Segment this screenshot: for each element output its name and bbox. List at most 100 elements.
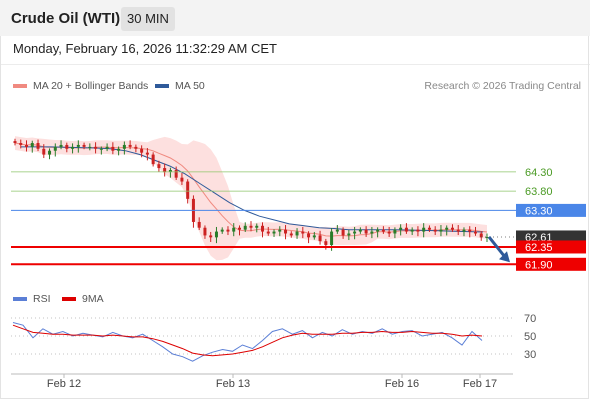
candle-body xyxy=(30,143,34,147)
rsi-line xyxy=(12,322,483,362)
x-tick-label: Feb 12 xyxy=(47,378,81,390)
candle-body xyxy=(42,148,46,155)
level-label-bg-support xyxy=(516,257,586,271)
timestamp: Monday, February 16, 2026 11:32:29 AM CE… xyxy=(13,41,277,56)
candle-body xyxy=(370,231,374,234)
candle-body xyxy=(203,227,207,236)
level-label-bg-pivot xyxy=(516,203,586,217)
candle xyxy=(151,152,155,167)
candle xyxy=(30,140,34,153)
level-label-pivot: 63.30 xyxy=(525,205,553,217)
candle xyxy=(117,146,121,156)
candle-body xyxy=(94,146,98,149)
candle xyxy=(341,227,345,239)
bollinger-band-area xyxy=(15,136,487,261)
ma50-label: MA 50 xyxy=(175,80,205,92)
candle-body xyxy=(220,229,224,232)
interval-badge[interactable]: 30 MIN xyxy=(121,7,175,31)
candle xyxy=(439,225,443,237)
rsi-ma-swatch xyxy=(62,297,76,301)
candle-body xyxy=(82,144,86,147)
candle-body xyxy=(445,227,449,230)
candle xyxy=(19,139,23,149)
instrument-title: Crude Oil (WTI) xyxy=(11,10,121,27)
legend-rsi-ma: 9MA xyxy=(62,293,104,305)
candle-body xyxy=(341,229,345,236)
candle xyxy=(284,225,288,240)
candle xyxy=(416,226,420,237)
candle-body xyxy=(330,231,334,246)
candle-body xyxy=(404,227,408,232)
candle xyxy=(111,142,115,155)
candle-body xyxy=(122,144,126,149)
candle xyxy=(399,224,403,236)
candle-body xyxy=(180,177,184,182)
candle xyxy=(249,221,253,232)
candle-body xyxy=(174,169,178,178)
candle-body xyxy=(399,227,403,230)
candle-body xyxy=(301,231,305,234)
candle xyxy=(76,140,80,153)
candle xyxy=(105,143,109,152)
candle-body xyxy=(255,225,259,228)
level-label-bg-support xyxy=(516,240,586,254)
candle xyxy=(422,223,426,238)
candle-body xyxy=(128,144,132,147)
candle-body xyxy=(462,229,466,232)
rsi-ma-line xyxy=(12,324,483,357)
forecast-arrow-shaft xyxy=(487,236,508,260)
ma50-swatch xyxy=(155,84,169,88)
candle-body xyxy=(422,227,426,232)
candle-body xyxy=(232,227,236,232)
level-label-support: 62.35 xyxy=(525,242,553,254)
candle xyxy=(485,233,489,242)
candle xyxy=(197,217,201,231)
candle-body xyxy=(272,231,276,234)
candle xyxy=(272,229,276,237)
candle xyxy=(261,222,265,238)
candle xyxy=(364,226,368,237)
candle-body xyxy=(197,221,201,228)
candle-body xyxy=(168,169,172,172)
candle-body xyxy=(226,229,230,232)
candle xyxy=(174,166,178,180)
candle xyxy=(289,231,293,238)
candle xyxy=(36,139,40,152)
candle-body xyxy=(289,233,293,236)
candle xyxy=(209,231,213,242)
candle-body xyxy=(13,141,17,144)
candle xyxy=(387,226,391,237)
candle xyxy=(99,146,103,155)
candle xyxy=(191,195,195,228)
candle xyxy=(462,227,466,237)
candle-body xyxy=(163,168,167,172)
rsi-label: RSI xyxy=(33,293,51,305)
ma20-label: MA 20 + Bollinger Bands xyxy=(33,80,149,92)
candle xyxy=(318,230,322,245)
candle-body xyxy=(376,229,380,232)
candle-body xyxy=(456,229,460,232)
candle xyxy=(94,142,98,154)
candle-body xyxy=(358,229,362,232)
candle-body xyxy=(237,227,241,230)
candle xyxy=(381,226,385,234)
candle xyxy=(335,225,339,234)
candle xyxy=(278,226,282,237)
level-label-support: 61.90 xyxy=(525,259,553,271)
divider xyxy=(0,64,590,65)
candle xyxy=(220,227,224,234)
ma50-line xyxy=(21,146,484,233)
candle-body xyxy=(186,181,190,199)
candle xyxy=(145,148,149,161)
forecast-arrow-head xyxy=(499,251,510,263)
candle xyxy=(393,227,397,239)
candle-body xyxy=(76,144,80,147)
x-tick-label: Feb 13 xyxy=(216,378,250,390)
candle xyxy=(255,223,259,233)
candle-body xyxy=(249,225,253,228)
candle xyxy=(13,138,17,146)
candle xyxy=(479,231,483,241)
candle-body xyxy=(324,241,328,246)
candle xyxy=(312,231,316,240)
